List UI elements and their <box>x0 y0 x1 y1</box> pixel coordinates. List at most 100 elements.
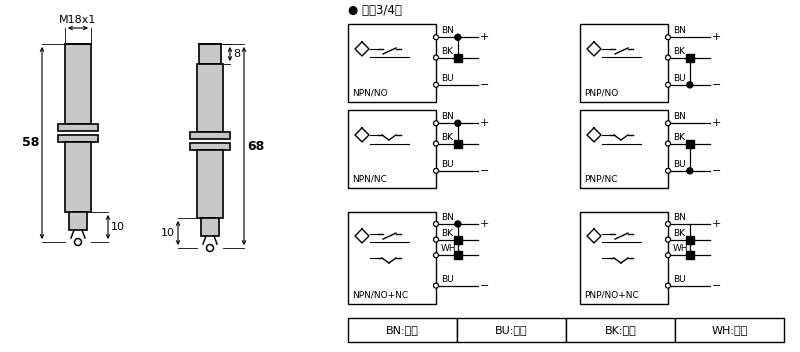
Circle shape <box>434 283 438 288</box>
Text: +: + <box>712 118 722 128</box>
Text: +: + <box>712 32 722 42</box>
Text: 10: 10 <box>111 222 125 232</box>
Text: −: − <box>712 281 722 291</box>
Bar <box>686 54 694 62</box>
Text: BU: BU <box>441 160 454 169</box>
Text: WH: WH <box>673 244 689 253</box>
Text: 68: 68 <box>247 139 264 152</box>
Bar <box>454 139 462 147</box>
Circle shape <box>434 221 438 226</box>
Bar <box>348 318 457 342</box>
Bar <box>686 251 694 259</box>
Bar <box>686 235 694 244</box>
Text: BN: BN <box>673 112 686 121</box>
Circle shape <box>434 55 438 60</box>
Bar <box>58 124 98 131</box>
Text: BU: BU <box>673 74 686 83</box>
Text: BK:黑色: BK:黑色 <box>605 325 636 335</box>
Circle shape <box>666 221 670 226</box>
Text: NPN/NO: NPN/NO <box>352 88 388 97</box>
Circle shape <box>687 252 693 258</box>
Circle shape <box>434 35 438 40</box>
Text: PNP/NO: PNP/NO <box>584 88 618 97</box>
Bar <box>65 142 91 212</box>
Text: +: + <box>480 32 490 42</box>
Circle shape <box>666 121 670 126</box>
Bar <box>686 139 694 147</box>
Text: NPN/NO+NC: NPN/NO+NC <box>352 290 408 299</box>
Text: 58: 58 <box>22 137 39 150</box>
Text: BK: BK <box>673 228 685 238</box>
Bar <box>69 212 87 230</box>
Text: −: − <box>480 166 490 176</box>
Bar <box>454 235 462 244</box>
Bar <box>197 150 223 218</box>
Bar <box>201 218 219 236</box>
Text: BK: BK <box>441 46 453 56</box>
Text: BN: BN <box>441 112 454 121</box>
Text: 8: 8 <box>233 49 240 59</box>
Text: BK: BK <box>673 46 685 56</box>
Bar <box>348 212 436 304</box>
Bar <box>348 110 436 188</box>
Circle shape <box>687 82 693 88</box>
Text: BK: BK <box>441 133 453 142</box>
Bar <box>454 251 462 259</box>
Circle shape <box>666 168 670 173</box>
Text: BN: BN <box>441 213 454 222</box>
Bar <box>348 24 436 102</box>
Text: BK: BK <box>441 228 453 238</box>
Text: +: + <box>480 219 490 229</box>
Text: +: + <box>480 118 490 128</box>
Text: WH:白色: WH:白色 <box>711 325 748 335</box>
Text: BU: BU <box>441 74 454 83</box>
Circle shape <box>455 120 461 126</box>
Circle shape <box>455 221 461 227</box>
Text: −: − <box>712 80 722 90</box>
Text: BN: BN <box>673 213 686 222</box>
Text: BN: BN <box>673 26 686 35</box>
Circle shape <box>455 34 461 40</box>
Bar <box>566 318 675 342</box>
Text: +: + <box>712 219 722 229</box>
Text: BN: BN <box>441 26 454 35</box>
Bar <box>580 24 668 102</box>
Bar <box>457 318 566 342</box>
Text: BU:兰色: BU:兰色 <box>495 325 528 335</box>
Text: BN:棕色: BN:棕色 <box>386 325 419 335</box>
Circle shape <box>434 253 438 258</box>
Text: PNP/NO+NC: PNP/NO+NC <box>584 290 638 299</box>
Text: −: − <box>712 166 722 176</box>
Circle shape <box>687 168 693 174</box>
Circle shape <box>666 35 670 40</box>
Bar <box>580 212 668 304</box>
Text: WH: WH <box>441 244 457 253</box>
Bar <box>65 44 91 124</box>
Text: 10: 10 <box>161 228 175 238</box>
Circle shape <box>434 168 438 173</box>
Circle shape <box>666 283 670 288</box>
Text: BU: BU <box>673 160 686 169</box>
Text: NPN/NC: NPN/NC <box>352 174 387 183</box>
Circle shape <box>666 55 670 60</box>
Text: M18x1: M18x1 <box>59 15 97 25</box>
Text: −: − <box>480 281 490 291</box>
Circle shape <box>434 141 438 146</box>
Circle shape <box>434 237 438 242</box>
Text: −: − <box>480 80 490 90</box>
Bar <box>190 143 230 150</box>
Circle shape <box>434 121 438 126</box>
Bar <box>58 135 98 142</box>
Text: ● 直涁3/4线: ● 直涁3/4线 <box>348 4 402 17</box>
Bar <box>580 110 668 188</box>
Circle shape <box>666 253 670 258</box>
Text: PNP/NC: PNP/NC <box>584 174 618 183</box>
Text: BU: BU <box>673 275 686 284</box>
Circle shape <box>666 237 670 242</box>
Bar <box>190 132 230 139</box>
Circle shape <box>666 82 670 87</box>
Bar <box>454 54 462 62</box>
Circle shape <box>666 141 670 146</box>
Circle shape <box>434 82 438 87</box>
Text: BU: BU <box>441 275 454 284</box>
